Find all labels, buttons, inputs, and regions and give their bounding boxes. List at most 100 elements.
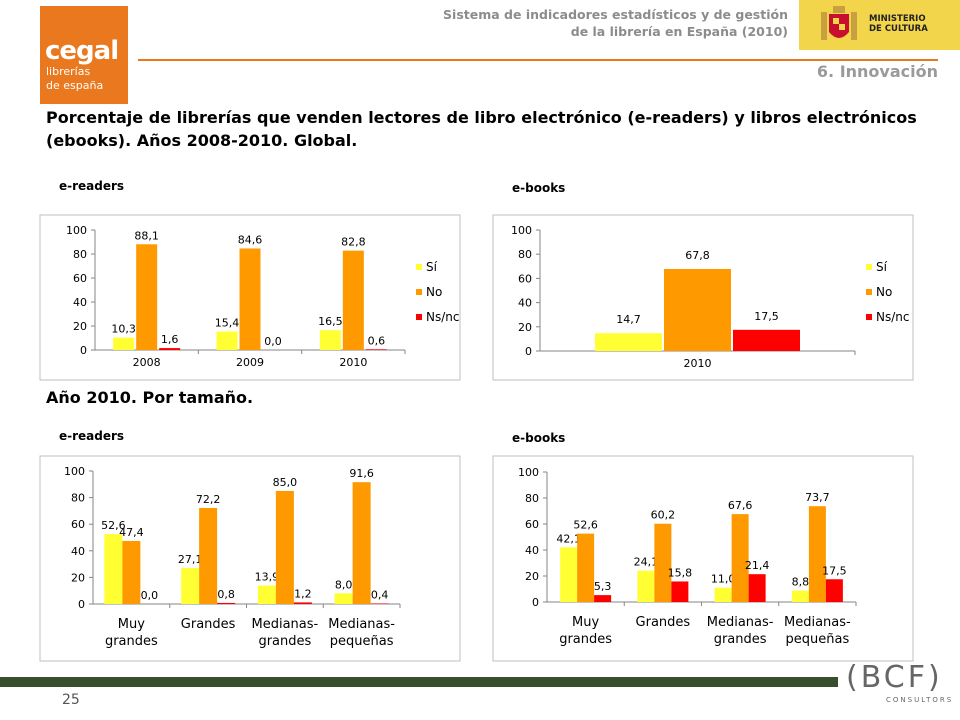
chart2-legend-label: No: [876, 285, 892, 299]
chart3-category-label: Grandes: [181, 617, 236, 632]
chart4-ytick-label: 60: [525, 518, 539, 531]
chart1-legend-swatch: [416, 314, 422, 320]
chart2-frame: [492, 214, 914, 381]
chart2-data-label: 14,7: [616, 313, 641, 326]
chart4-bar-no: [731, 514, 749, 602]
chart3-bar-no: [275, 490, 294, 604]
chart1-bar-no: [342, 250, 364, 350]
chart1-bar-nsnc: [159, 348, 181, 350]
chart3-bar-si: [104, 534, 123, 604]
chart3-category-label: Medianas-: [252, 617, 319, 632]
chart1-ytick-label: 0: [80, 344, 87, 357]
chart1-bar-si: [216, 331, 238, 350]
chart1-category-label: 2010: [339, 356, 367, 369]
chart2-legend-label: Sí: [876, 260, 888, 274]
chart2-ytick-label: 60: [518, 272, 532, 285]
chart3-data-label: 1,2: [294, 587, 312, 600]
chart3-bar-no: [122, 540, 141, 604]
chart1-data-label: 10,3: [111, 323, 136, 336]
chart1-ytick-label: 60: [73, 272, 87, 285]
chart1-bar-no: [136, 244, 158, 350]
chart1-ytick-label: 100: [66, 224, 87, 237]
chart4-category-label: pequeñas: [786, 632, 850, 647]
chart4-category-label: Medianas-: [707, 615, 774, 630]
chart2-ytick-label: 100: [511, 224, 532, 237]
chart1-legend-label: Ns/nc: [426, 310, 459, 324]
chart4-category-label: grandes: [559, 632, 612, 647]
chart3-bar-si: [257, 585, 276, 604]
chart1-legend-label: Sí: [426, 260, 438, 274]
chart1-data-label: 16,5: [318, 315, 343, 328]
chart2-ytick-label: 0: [525, 345, 532, 358]
chart2-ytick-label: 40: [518, 297, 532, 310]
header-line2: de la librería en España (2010): [570, 24, 788, 39]
chart1-data-label: 88,1: [134, 229, 159, 242]
chart2-legend-swatch: [866, 314, 872, 320]
chart1-legend-swatch: [416, 264, 422, 270]
chart3-data-label: 47,4: [119, 526, 144, 539]
chart1-ytick-label: 20: [73, 320, 87, 333]
chart4-data-label: 11,0: [711, 573, 736, 586]
chart4-bar-no: [654, 523, 672, 602]
chart1-frame: [39, 214, 461, 381]
chart3-data-label: 72,2: [196, 493, 221, 506]
chart4-ytick-label: 20: [525, 570, 539, 583]
chart3-ytick-label: 100: [64, 465, 85, 478]
chart4-category-label: Medianas-: [784, 615, 851, 630]
chart1-data-label: 1,6: [161, 333, 179, 346]
chart4-data-label: 52,6: [573, 519, 598, 532]
chart4-bar-si: [791, 590, 809, 602]
chart4-category-label: Muy: [572, 615, 599, 630]
chart4-data-label: 73,7: [805, 491, 830, 504]
chart3-category-label: pequeñas: [330, 634, 394, 649]
chart2-data-label: 17,5: [754, 310, 779, 323]
cegal-logo: cegal librerías de españa: [40, 6, 128, 104]
chart3-bar-no: [199, 507, 218, 604]
chart3-ytick-label: 60: [71, 518, 85, 531]
chart3-data-label: 27,1: [178, 553, 203, 566]
chart3-ytick-label: 20: [71, 571, 85, 584]
chart4-ytick-label: 0: [532, 596, 539, 609]
chart1-data-label: 15,4: [215, 317, 240, 330]
chart4-bar-no: [808, 506, 826, 602]
footer-bar: [0, 677, 838, 687]
chart3-ytick-label: 80: [71, 492, 85, 505]
chart4-data-label: 60,2: [651, 509, 676, 522]
page-title: Porcentaje de librerías que venden lecto…: [46, 108, 917, 150]
page-number: 25: [62, 692, 80, 708]
header-line1: Sistema de indicadores estadísticos y de…: [443, 7, 788, 22]
section-title: 6. Innovación: [816, 62, 938, 81]
chart3-category-label: Muy: [118, 617, 145, 632]
chart4-bar-nsnc: [594, 595, 612, 602]
chart4-category-label: Grandes: [636, 615, 691, 630]
coat-of-arms-icon: [821, 6, 857, 40]
report-header: Sistema de indicadores estadísticos y de…: [443, 6, 788, 40]
chart2-bar-si: [595, 333, 662, 351]
chart1-category-label: 2009: [236, 356, 264, 369]
chart3-bar-nsnc: [217, 602, 236, 604]
chart3-data-label: 85,0: [273, 476, 298, 489]
chart3-ytick-label: 0: [78, 598, 85, 611]
header-rule: [138, 59, 938, 61]
chart4-data-label: 21,4: [745, 559, 770, 572]
bcf-main: (BCF): [846, 660, 943, 695]
chart3-category-label: grandes: [105, 634, 158, 649]
chart2-bar-nsnc: [733, 329, 800, 351]
chart1-bar-no: [239, 248, 261, 350]
chart3-bar-no: [352, 482, 371, 604]
chart4-data-label: 67,6: [728, 499, 753, 512]
chart1-data-label: 84,6: [238, 233, 263, 246]
ministry-logo: MINISTERIO DE CULTURA: [799, 0, 960, 50]
chart4-data-label: 5,3: [594, 580, 612, 593]
chart2-data-label: 67,8: [685, 249, 710, 262]
chart3-frame: [39, 455, 461, 662]
chart2-legend-swatch: [866, 289, 872, 295]
chart4-category-label: grandes: [714, 632, 767, 647]
chart3-data-label: 52,6: [101, 519, 126, 532]
chart3-data-label: 0,8: [217, 588, 235, 601]
bcf-consultors-logo: (BCF) CONSULTORS: [846, 660, 956, 720]
chart2-bar-no: [664, 268, 731, 351]
ministry-line2: DE CULTURA: [869, 24, 928, 34]
chart1-legend-swatch: [416, 289, 422, 295]
